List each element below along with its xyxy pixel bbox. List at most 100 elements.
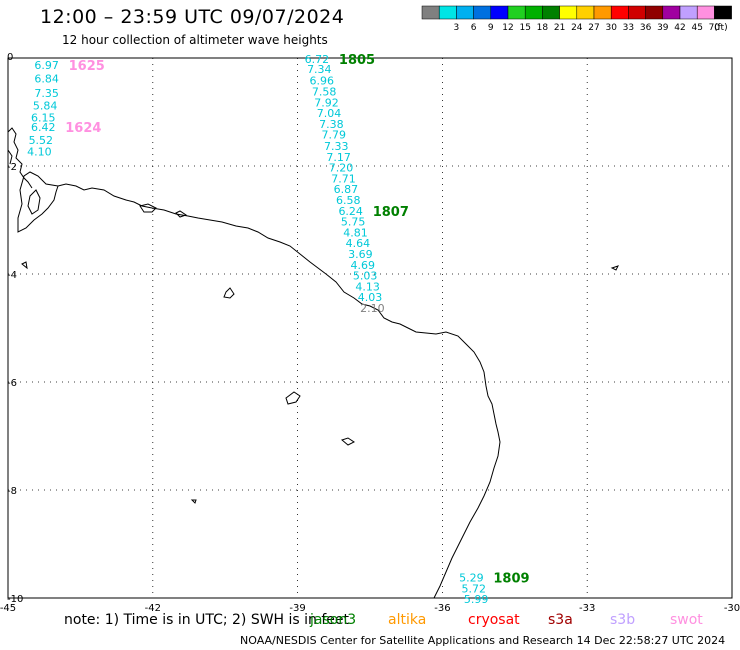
legend-tick-label: 27	[588, 23, 599, 33]
graticule: -45 -42 -39 -36 -33 -30 0 -2 -4 -6 -8 -10	[0, 52, 740, 614]
longitude-tick-label: -45	[0, 603, 16, 614]
legend-swatch	[662, 5, 681, 20]
legend-tick-label: 9	[488, 23, 494, 33]
wave-height-label: 7.58	[312, 85, 337, 98]
mission-swot: swot	[670, 612, 703, 628]
legend-swatch	[714, 5, 732, 20]
legend-swatch	[628, 5, 646, 20]
legend-swatch	[679, 5, 698, 20]
longitude-tick-label: -36	[434, 603, 450, 614]
fernando-de-noronha	[285, 391, 301, 405]
longitude-tick-label: -30	[724, 603, 740, 614]
longitude-tick-label: -33	[579, 603, 595, 614]
mission-s3b: s3b	[610, 612, 636, 628]
wave-height-label: 7.79	[322, 129, 347, 142]
track-time-label: 1807	[373, 205, 409, 220]
legend-swatch	[610, 5, 629, 20]
wave-height-label: 7.38	[319, 118, 344, 131]
legend-swatch	[696, 5, 715, 20]
islet-south	[190, 499, 197, 504]
legend-swatch	[559, 5, 578, 20]
legend-tick-label: 24	[571, 23, 583, 33]
wave-height-label: 6.42	[31, 121, 56, 134]
wave-height-label: 5.99	[464, 593, 489, 606]
wave-height-label: 4.03	[358, 291, 383, 304]
wave-height-label: 6.58	[336, 194, 361, 207]
wave-height-label: 6.96	[309, 75, 334, 88]
wave-height-label: 7.71	[331, 172, 356, 185]
wave-height-label: 7.33	[324, 140, 349, 153]
mission-cryosat: cryosat	[468, 612, 520, 628]
latitude-tick-label: 0	[7, 52, 13, 63]
wave-height-label: 7.92	[314, 96, 339, 109]
wave-height-label: 4.69	[351, 259, 376, 272]
island-east	[340, 437, 355, 446]
legend-tick-label: 45	[691, 23, 702, 33]
legend-swatch	[456, 5, 474, 20]
wave-height-label: 7.04	[317, 107, 342, 120]
wave-height-label: 5.03	[353, 270, 378, 283]
wave-height-label: 6.15	[31, 111, 56, 124]
legend-swatch	[421, 5, 440, 20]
wave-height-label: 6.72	[305, 53, 330, 66]
wave-height-label: 6.24	[338, 205, 363, 218]
mission-altika: altika	[388, 612, 427, 628]
latitude-tick-label: -8	[7, 486, 17, 497]
northwest-coast	[7, 127, 33, 189]
wave-height-label: 7.17	[326, 151, 351, 164]
legend-tick-label: 33	[623, 23, 634, 33]
wave-height-label: 6.84	[34, 73, 59, 86]
wave-height-label: 5.52	[29, 134, 54, 147]
maranhao-inlet	[17, 171, 59, 233]
color-legend: 3 6 9 12 15 18 21 24 27 30 33 36 39 42 45 70(ft)	[421, 5, 732, 33]
wave-height-label: 7.35	[34, 87, 59, 100]
wave-height-label: 5.84	[33, 100, 58, 113]
wave-height-label: 7.34	[307, 63, 332, 76]
island-lencois	[175, 210, 188, 218]
track-time-label: 1809	[493, 571, 529, 586]
legend-swatch	[542, 5, 560, 20]
wave-height-label: 4.10	[27, 145, 52, 158]
legend-swatch	[576, 5, 595, 20]
legend-swatch	[645, 5, 664, 20]
legend-tick-label: 30	[605, 23, 617, 33]
atol-das-rocas	[223, 287, 235, 299]
legend-swatch	[490, 5, 509, 20]
track-time-label: 1624	[65, 121, 101, 136]
legend-tick-label: 36	[640, 23, 652, 33]
wave-height-label: 6.87	[334, 183, 359, 196]
map-title: 12:00 – 23:59 UTC 09/07/2024	[40, 6, 345, 28]
wave-height-label: 3.69	[348, 248, 373, 261]
longitude-tick-label: -42	[145, 603, 161, 614]
wave-height-label: 7.20	[329, 162, 354, 175]
track-time-label: 1805	[339, 53, 375, 68]
wave-height-label: 4.13	[355, 280, 380, 293]
island-bay	[139, 203, 157, 213]
note-text: note: 1) Time is in UTC; 2) SWH is in fe…	[64, 612, 350, 628]
legend-swatch	[473, 5, 492, 20]
legend-swatch	[593, 5, 612, 20]
latitude-tick-label: -2	[7, 162, 17, 173]
legend-tick-label: 18	[537, 23, 549, 33]
legend-tick-label: 12	[502, 23, 513, 33]
legend-unit: (ft)	[714, 23, 728, 33]
latitude-tick-label: -4	[7, 270, 17, 281]
latitude-tick-label: -10	[7, 594, 23, 605]
legend-swatch	[438, 5, 457, 20]
legend-tick-label: 42	[674, 23, 685, 33]
wave-height-label: 5.75	[341, 216, 366, 229]
longitude-tick-label: -39	[289, 603, 305, 614]
track-time-label: 1625	[69, 59, 105, 74]
mission-s3a: s3a	[548, 612, 573, 628]
islet-east	[610, 265, 619, 271]
brazil-coastline	[57, 183, 501, 599]
wave-height-label: 5.29	[459, 571, 484, 584]
wave-height-label: 6.97	[34, 59, 59, 72]
altimeter-tracks: 6.976.847.355.846.15 1625 6.425.524.10 1624…	[27, 53, 529, 606]
legend-tick-label: 15	[519, 23, 530, 33]
legend-swatch	[524, 5, 543, 20]
legend-swatch	[507, 5, 526, 20]
legend-tick-label: 3	[454, 23, 460, 33]
mission-jason3: jason3	[310, 612, 357, 628]
